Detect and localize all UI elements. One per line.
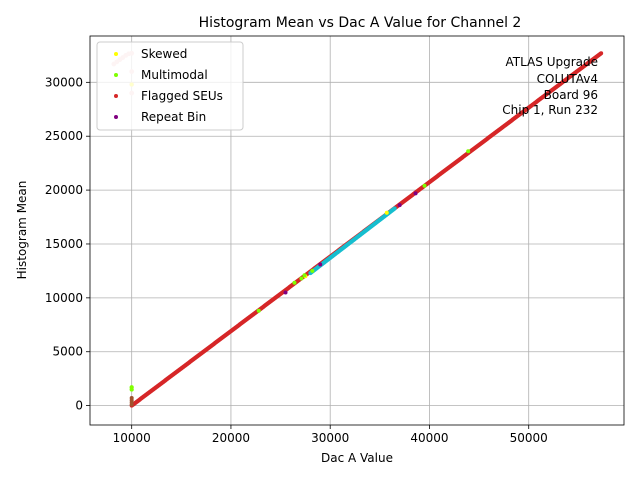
x-tick-label: 30000 [311,431,349,445]
y-axis-ticks: 0 5000 10000 15000 20000 25000 30000 [45,75,90,413]
annotation-line-1: ATLAS Upgrade [505,55,598,69]
y-tick-label: 10000 [45,291,83,305]
x-axis-label: Dac A Value [321,451,393,465]
legend: Skewed Multimodal Flagged SEUs Repeat Bi… [96,41,244,131]
y-tick-label: 25000 [45,129,83,143]
multimodal-point [466,149,471,154]
x-axis-ticks: 10000 20000 30000 40000 50000 [113,425,548,445]
repeat-bin-point [283,290,288,295]
multimodal-point [422,183,427,188]
repeat-bin-point [413,191,418,196]
repeat-bin-point [397,203,402,208]
legend-marker-multimodal [114,73,118,77]
data-point [599,51,604,56]
legend-label-repeat-bin: Repeat Bin [141,110,206,124]
y-tick-label: 30000 [45,75,83,89]
legend-label-flagged-seus: Flagged SEUs [141,89,223,103]
low-cluster-point [129,396,134,401]
chart-title: Histogram Mean vs Dac A Value for Channe… [199,15,522,31]
multimodal-point [292,280,297,285]
multimodal-point [310,268,315,273]
y-tick-label: 15000 [45,237,83,251]
legend-marker-flagged-seus [114,94,118,98]
plot-frame [89,35,625,426]
annotation-block: ATLAS Upgrade COLUTAv4 Board 96 Chip 1, … [502,55,598,117]
highlight-point [392,206,397,211]
y-axis-label: Histogram Mean [15,181,29,280]
repeat-bin-point [318,262,323,267]
x-tick-label: 10000 [113,431,151,445]
legend-marker-repeat-bin [114,115,118,119]
multimodal-point [256,308,261,313]
y-tick-label: 5000 [52,345,83,359]
legend-label-skewed: Skewed [141,47,187,61]
grid-layer [90,36,624,425]
annotation-line-2: COLUTAv4 [537,72,598,86]
y-tick-label: 0 [75,399,83,413]
x-tick-label: 50000 [510,431,548,445]
annotation-line-3: Board 96 [544,88,598,102]
annotation-line-4: Chip 1, Run 232 [502,103,598,117]
legend-marker-skewed [114,52,118,56]
multimodal-point [299,276,304,281]
y-tick-label: 20000 [45,183,83,197]
skewed-point [384,210,389,215]
x-tick-label: 20000 [212,431,250,445]
legend-frame [96,41,244,131]
multimodal-point [129,385,134,390]
multimodal-point [302,273,307,278]
legend-label-multimodal: Multimodal [141,68,208,82]
x-tick-label: 40000 [410,431,448,445]
